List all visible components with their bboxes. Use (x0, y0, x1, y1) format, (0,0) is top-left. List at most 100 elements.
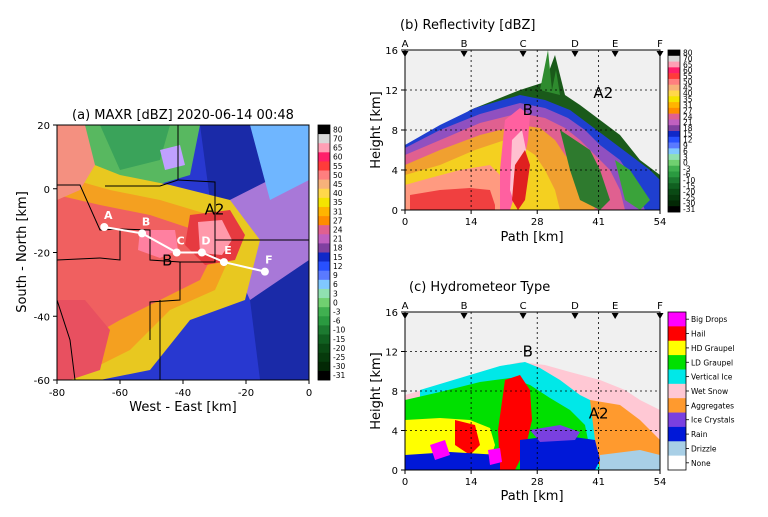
panel-a-colorbar-label: 12 (333, 262, 343, 271)
panel-b-colorbar-swatch (668, 136, 680, 143)
panel-b-colorbar-label: 12 (683, 135, 693, 144)
panel-b-colorbar-label: 45 (683, 83, 693, 92)
panel-a-ytick-label: -40 (34, 312, 50, 323)
panel-a-colorbar-swatch (318, 252, 330, 262)
panel-a-title: (a) MAXR [dBZ] 2020-06-14 00:48 (72, 108, 294, 123)
panel-a-colorbar-label: -25 (333, 353, 345, 362)
panel-b-colorbar-swatch (668, 67, 680, 74)
panel-a-colorbar-swatch (318, 234, 330, 244)
panel-c-section-marker (656, 313, 664, 319)
panel-a-colorbar-label: -20 (333, 344, 345, 353)
panel-a-colorbar-swatch (318, 352, 330, 363)
panel-b-colorbar-label: -25 (683, 193, 695, 202)
panel-c-xtick-label: 0 (402, 477, 408, 488)
panel-c-category-label: Hail (691, 330, 705, 339)
panel-a-colorbar-swatch (318, 243, 330, 253)
panel-a-xlabel: West - East [km] (129, 400, 236, 415)
transect-point-label: C (177, 235, 185, 248)
panel-b-section-marker-label: C (520, 39, 527, 50)
panel-b-xlabel: Path [km] (500, 230, 563, 245)
panel-c-xtick-label: 28 (531, 477, 544, 488)
panel-b-colorbar-swatch (668, 154, 680, 161)
panel-c-category-colorbar: Big Drops Hail HD Graupel LD Graupel Vertica… (667, 311, 735, 471)
panel-c-section-marker-label: B (461, 301, 468, 312)
panel-b-colorbar-label: -3 (683, 164, 691, 173)
panel-c-category-swatch (668, 455, 686, 471)
panel-b-colorbar-label: -6 (683, 170, 691, 179)
transect-point (138, 229, 147, 238)
panel-a-xtick-label: -40 (175, 388, 191, 399)
panel-a-colorbar-swatch (318, 225, 330, 235)
panel-a-colorbar-label: 0 (333, 298, 338, 307)
panel-b-colorbar-swatch (668, 159, 680, 167)
panel-c-ytick-label: 0 (392, 466, 398, 477)
panel-c-ytick-label: 4 (392, 427, 398, 438)
panel-b-colorbar-swatch (668, 107, 680, 114)
panel-a-ytick-label: 0 (44, 185, 50, 196)
panel-a-colorbar-swatch (318, 161, 330, 171)
panel-a-colorbar-swatch (318, 188, 330, 199)
panel-c-category-label: Drizzle (691, 444, 717, 453)
panel-c: (c) Hydrometeor Type 0 14 28 41 54 0 4 8 12 16 A B… (369, 280, 735, 504)
panel-b-colorbar-swatch (668, 142, 680, 149)
panel-b-section-marker (611, 51, 619, 57)
panel-b-colorbar-swatch (668, 125, 680, 132)
panel-a-xtick-label: -60 (112, 388, 128, 399)
panel-c-xtick-label: 14 (465, 477, 478, 488)
panel-c-section-marker (460, 313, 468, 319)
panel-c-category-label: LD Graupel (691, 358, 733, 367)
panel-b-colorbar-label: 40 (683, 89, 693, 98)
panel-b-colorbar-swatch (668, 148, 680, 155)
panel-b-section-marker (401, 51, 409, 57)
panel-b-colorbar-swatch (668, 102, 680, 109)
panel-b-colorbar-swatch (668, 50, 680, 57)
panel-b-colorbar-label: 15 (683, 130, 693, 139)
panel-a-colorbar-swatch (318, 298, 330, 308)
panel-a-xtick-label: 0 (306, 388, 312, 399)
panel-a-colorbar-label: 35 (333, 198, 343, 207)
panel-b-section-marker-label: D (571, 39, 579, 50)
panel-b-section-marker-label: E (612, 39, 618, 50)
panel-c-xtick-label: 41 (592, 477, 605, 488)
panel-c-ytick-label: 8 (392, 387, 398, 398)
panel-b-colorbar-label: -15 (683, 182, 695, 191)
panel-b-colorbar-swatch (668, 113, 680, 120)
panel-b-xtick-label: 14 (465, 217, 478, 228)
panel-b-section-marker (571, 51, 579, 57)
panel-a-colorbar-label: -15 (333, 335, 345, 344)
panel-a-colorbar-swatch (318, 334, 330, 344)
panel-b-colorbar-label: 55 (683, 72, 693, 81)
panel-b-colorbar-label: 60 (683, 66, 693, 75)
panel-c-category-label: Rain (691, 430, 708, 439)
panel-b-colorbar-swatch (668, 188, 680, 195)
transect-point-label: A (104, 209, 113, 222)
panel-b-colorbar-swatch (668, 206, 680, 213)
panel-a-ytick-label: -60 (34, 376, 50, 387)
panel-a-colorbar-label: 31 (333, 207, 343, 216)
panel-a-colorbar-swatch (318, 197, 330, 208)
panel-a-colorbar-label: 70 (333, 134, 343, 143)
panel-a-colorbar-label: -30 (333, 362, 345, 371)
panel-a-colorbar-label: 9 (333, 271, 338, 280)
panel-b-colorbar-swatch (668, 119, 680, 126)
panel-a-colorbar-label: 80 (333, 125, 343, 134)
panel-b-colorbar-swatch (668, 78, 680, 86)
panel-a-colorbar-label: -10 (333, 326, 345, 335)
panel-c-section-marker-label: E (612, 301, 618, 312)
panel-b-colorbar-label: 9 (683, 141, 688, 150)
panel-b-colorbar-label: -10 (683, 176, 695, 185)
panel-a-colorbar-swatch (318, 134, 330, 144)
panel-b-colorbar-swatch (668, 90, 680, 97)
panel-c-category-label: Vertical Ice (691, 373, 733, 382)
transect-point (219, 258, 228, 267)
panel-a-colorbar-label: 15 (333, 253, 343, 262)
panel-c-category-swatch (668, 312, 686, 327)
panel-b-colorbar-label: -30 (683, 199, 695, 208)
panel-c-title: (c) Hydrometeor Type (409, 280, 550, 295)
panel-b-xtick-label: 54 (654, 217, 667, 228)
panel-b-colorbar-swatch (668, 194, 680, 201)
transect-point (197, 248, 206, 257)
transect-point-label: B (142, 215, 150, 228)
panel-a-colorbar-swatch (318, 307, 330, 317)
panel-c-category-label: Big Drops (691, 315, 727, 324)
